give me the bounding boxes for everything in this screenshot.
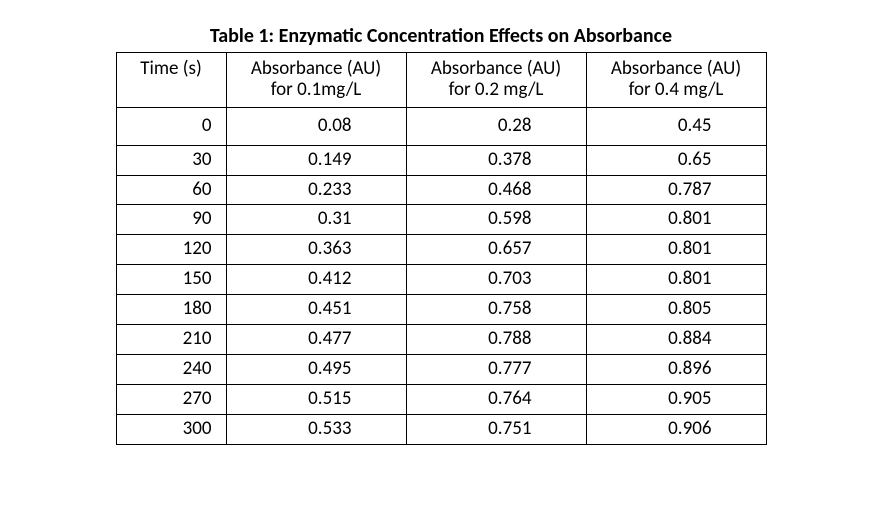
cell-time: 0 xyxy=(116,107,226,145)
cell-abs-0-1: 0.451 xyxy=(226,295,406,325)
cell-abs-0-2: 0.758 xyxy=(406,295,586,325)
col-header-line: Absorbance (AU) xyxy=(415,59,578,80)
cell-abs-0-4: 0.905 xyxy=(586,384,766,414)
cell-time: 60 xyxy=(116,175,226,205)
cell-abs-0-4: 0.805 xyxy=(586,295,766,325)
col-header-line: Absorbance (AU) xyxy=(235,59,398,80)
cell-abs-0-2: 0.764 xyxy=(406,384,586,414)
cell-abs-0-2: 0.598 xyxy=(406,205,586,235)
cell-abs-0-4: 0.801 xyxy=(586,265,766,295)
cell-abs-0-2: 0.777 xyxy=(406,354,586,384)
cell-time: 120 xyxy=(116,235,226,265)
table-row: 120 0.363 0.657 0.801 xyxy=(116,235,766,265)
page: Table 1: Enzymatic Concentration Effects… xyxy=(0,0,882,445)
absorbance-table: Time (s) Absorbance (AU) for 0.1mg/L Abs… xyxy=(116,52,767,445)
cell-abs-0-1: 0.149 xyxy=(226,145,406,175)
cell-abs-0-1: 0.31 xyxy=(226,205,406,235)
cell-abs-0-4: 0.906 xyxy=(586,414,766,444)
table-row: 90 0.31 0.598 0.801 xyxy=(116,205,766,235)
table-row: 150 0.412 0.703 0.801 xyxy=(116,265,766,295)
table-row: 180 0.451 0.758 0.805 xyxy=(116,295,766,325)
cell-time: 150 xyxy=(116,265,226,295)
cell-abs-0-4: 0.787 xyxy=(586,175,766,205)
table-header-row: Time (s) Absorbance (AU) for 0.1mg/L Abs… xyxy=(116,53,766,108)
cell-abs-0-1: 0.495 xyxy=(226,354,406,384)
cell-abs-0-1: 0.515 xyxy=(226,384,406,414)
cell-abs-0-2: 0.703 xyxy=(406,265,586,295)
cell-abs-0-2: 0.378 xyxy=(406,145,586,175)
cell-abs-0-4: 0.45 xyxy=(586,107,766,145)
cell-abs-0-4: 0.801 xyxy=(586,235,766,265)
cell-abs-0-2: 0.657 xyxy=(406,235,586,265)
cell-time: 180 xyxy=(116,295,226,325)
table-row: 60 0.233 0.468 0.787 xyxy=(116,175,766,205)
col-header-abs-0-1: Absorbance (AU) for 0.1mg/L xyxy=(226,53,406,108)
table-header: Time (s) Absorbance (AU) for 0.1mg/L Abs… xyxy=(116,53,766,108)
table-row: 30 0.149 0.378 0.65 xyxy=(116,145,766,175)
cell-abs-0-2: 0.28 xyxy=(406,107,586,145)
col-header-abs-0-4: Absorbance (AU) for 0.4 mg/L xyxy=(586,53,766,108)
cell-abs-0-1: 0.412 xyxy=(226,265,406,295)
table-row: 240 0.495 0.777 0.896 xyxy=(116,354,766,384)
cell-abs-0-1: 0.363 xyxy=(226,235,406,265)
cell-abs-0-4: 0.884 xyxy=(586,325,766,355)
cell-abs-0-1: 0.08 xyxy=(226,107,406,145)
cell-abs-0-1: 0.477 xyxy=(226,325,406,355)
cell-abs-0-2: 0.788 xyxy=(406,325,586,355)
cell-abs-0-1: 0.233 xyxy=(226,175,406,205)
table-row: 0 0.08 0.28 0.45 xyxy=(116,107,766,145)
col-header-time: Time (s) xyxy=(116,53,226,108)
table-title: Table 1: Enzymatic Concentration Effects… xyxy=(210,24,672,48)
table-body: 0 0.08 0.28 0.45 30 0.149 0.378 0.65 60 … xyxy=(116,107,766,444)
cell-abs-0-4: 0.65 xyxy=(586,145,766,175)
cell-abs-0-4: 0.896 xyxy=(586,354,766,384)
cell-abs-0-2: 0.468 xyxy=(406,175,586,205)
table-row: 270 0.515 0.764 0.905 xyxy=(116,384,766,414)
cell-time: 210 xyxy=(116,325,226,355)
cell-time: 300 xyxy=(116,414,226,444)
col-header-line: for 0.1mg/L xyxy=(235,80,398,101)
table-row: 210 0.477 0.788 0.884 xyxy=(116,325,766,355)
cell-time: 240 xyxy=(116,354,226,384)
cell-abs-0-4: 0.801 xyxy=(586,205,766,235)
cell-abs-0-1: 0.533 xyxy=(226,414,406,444)
col-header-line: for 0.2 mg/L xyxy=(415,80,578,101)
col-header-line: Absorbance (AU) xyxy=(595,59,758,80)
cell-time: 30 xyxy=(116,145,226,175)
table-row: 300 0.533 0.751 0.906 xyxy=(116,414,766,444)
cell-time: 270 xyxy=(116,384,226,414)
col-header-line: Time (s) xyxy=(125,59,218,80)
col-header-line: for 0.4 mg/L xyxy=(595,80,758,101)
cell-time: 90 xyxy=(116,205,226,235)
col-header-abs-0-2: Absorbance (AU) for 0.2 mg/L xyxy=(406,53,586,108)
cell-abs-0-2: 0.751 xyxy=(406,414,586,444)
